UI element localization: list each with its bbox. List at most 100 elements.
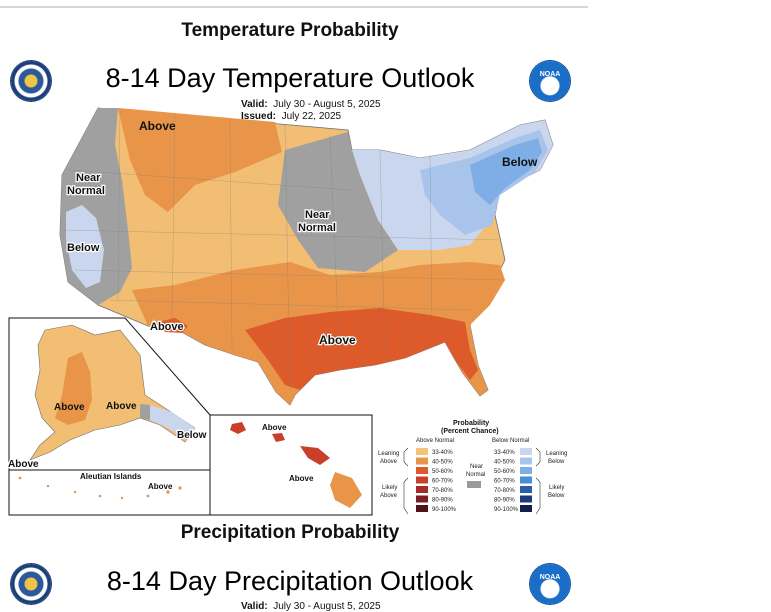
legend-above-bin-label: 70-80% xyxy=(432,488,453,494)
legend-above-head: Above Normal xyxy=(416,438,454,444)
region-above-north xyxy=(118,108,282,212)
legend-below-bin-label: 80-90% xyxy=(494,498,515,504)
doc-seal-icon xyxy=(11,61,51,101)
precipitation-map-title: 8-14 Day Precipitation Outlook xyxy=(106,566,474,596)
top-divider xyxy=(0,6,588,8)
label-below-west: Below xyxy=(67,242,100,254)
temperature-map-title: 8-14 Day Temperature Outlook xyxy=(105,63,475,93)
label-above-southwest: Above xyxy=(150,321,184,333)
legend-below-bin-label: 50-60% xyxy=(494,469,515,475)
label-hawaii-above-2: Above xyxy=(289,474,314,483)
legend-below-bin-swatch xyxy=(520,505,532,512)
legend-above-bin-swatch xyxy=(416,448,428,455)
noaa-logo-text-2: NOAA xyxy=(539,574,561,581)
aleutian-inset: Aleutian Islands Above xyxy=(8,469,211,516)
legend-below-bin-label: 90-100% xyxy=(494,507,519,513)
legend-leaning-above-1: Leaning xyxy=(378,451,399,457)
legend-title-2: (Percent Chance) xyxy=(441,428,499,435)
legend-likely-above-2: Above xyxy=(380,493,398,499)
label-alaska-above-2: Above xyxy=(106,401,137,412)
legend-below-bin-swatch xyxy=(520,476,532,484)
legend-below-swatches: 33-40% 40-50% 50-60% 60-70% 70-80% 80-90% 90-1… xyxy=(494,448,532,513)
region-below-west xyxy=(66,205,104,288)
legend-above-bin-label: 90-100% xyxy=(432,507,457,513)
label-below-northeast: Below xyxy=(502,155,538,169)
legend-above-bin-swatch xyxy=(416,476,428,484)
legend-below-bin-label: 70-80% xyxy=(494,488,515,494)
legend-above-bin-swatch xyxy=(416,467,428,474)
label-aleutian-above: Above xyxy=(148,482,173,491)
aleutian-islands xyxy=(18,476,182,500)
valid-value: July 30 - August 5, 2025 xyxy=(273,99,381,110)
label-near-normal-central-2: Normal xyxy=(298,222,336,234)
aleutian-inset-frame xyxy=(8,469,211,516)
label-near-normal-central-1: Near xyxy=(305,209,330,221)
legend-below-bin-swatch xyxy=(520,448,532,455)
legend-near-2: Normal xyxy=(466,472,485,478)
label-near-normal-west-2: Normal xyxy=(67,185,105,197)
legend-likely-below-1: Likely xyxy=(549,485,564,491)
legend-below-bin-swatch xyxy=(520,467,532,474)
legend-likely-below-2: Below xyxy=(548,493,565,499)
label-alaska-below: Below xyxy=(177,430,207,441)
legend-below-bin-label: 40-50% xyxy=(494,460,515,466)
doc-seal-icon-2 xyxy=(11,564,51,604)
precipitation-valid-line: Valid: July 30 - August 5, 2025 xyxy=(241,601,381,612)
legend-leaning-below-1: Leaning xyxy=(546,451,567,457)
label-aleutian-heading: Aleutian Islands xyxy=(80,472,142,481)
legend-below-brackets xyxy=(535,447,541,515)
legend-above-bin-swatch xyxy=(416,495,428,503)
section-heading-temperature: Temperature Probability xyxy=(181,20,399,41)
hawaii-big-island xyxy=(330,472,362,508)
temperature-issued-line: Issued: July 22, 2025 xyxy=(241,111,341,122)
legend-above-bin-label: 50-60% xyxy=(432,469,453,475)
alaska-above-strong xyxy=(55,352,92,425)
legend-title-1: Probability xyxy=(453,420,489,427)
noaa-logo-icon: NOAA xyxy=(530,61,570,101)
region-above-southwest-strong xyxy=(158,318,188,333)
legend-below-bin-swatch xyxy=(520,495,532,503)
legend-below-bin-label: 33-40% xyxy=(494,450,515,456)
section-heading-precipitation: Precipitation Probability xyxy=(180,522,400,543)
label-alaska-above-sw: Above xyxy=(8,459,39,470)
valid-label: Valid: xyxy=(241,99,268,110)
legend-near-1: Near xyxy=(470,464,483,470)
hawaii-oahu xyxy=(272,433,285,442)
legend-above-bin-label: 33-40% xyxy=(432,450,453,456)
label-alaska-above-1: Above xyxy=(54,402,85,413)
label-near-normal-west-1: Near xyxy=(76,172,101,184)
legend-leaning-above-2: Above xyxy=(380,459,398,465)
legend-likely-above-1: Likely xyxy=(382,485,397,491)
legend-above-bin-swatch xyxy=(416,457,428,465)
legend-above-bin-label: 40-50% xyxy=(432,460,453,466)
legend-above-swatches: 33-40% 40-50% 50-60% 60-70% 70-80% 80-90% 90-1… xyxy=(416,448,457,513)
temperature-valid-line: Valid: July 30 - August 5, 2025 xyxy=(241,99,381,110)
legend-below-bin-label: 60-70% xyxy=(494,479,515,485)
legend-above-bin-swatch xyxy=(416,486,428,493)
legend-below-bin-swatch xyxy=(520,457,532,465)
noaa-logo-text: NOAA xyxy=(539,71,561,78)
legend-above-brackets xyxy=(403,447,409,515)
legend-below-head: Below Normal xyxy=(492,438,529,444)
legend-leaning-below-2: Below xyxy=(548,459,565,465)
label-hawaii-above-1: Above xyxy=(262,423,287,432)
issued-label: Issued: xyxy=(241,111,277,122)
noaa-logo-icon-2: NOAA xyxy=(530,564,570,604)
valid-label-2: Valid: xyxy=(241,601,268,612)
probability-legend: Probability (Percent Chance) Above Norma… xyxy=(378,420,567,515)
alaska-near-normal-strip xyxy=(140,404,150,420)
hawaii-maui-molokai xyxy=(300,446,330,465)
issued-value: July 22, 2025 xyxy=(281,111,342,122)
alaska-below-panhandle xyxy=(150,405,195,440)
region-below-northeast-strong xyxy=(470,138,542,205)
legend-near-swatch xyxy=(467,481,481,488)
legend-above-bin-swatch xyxy=(416,505,428,512)
legend-above-bin-label: 80-90% xyxy=(432,498,453,504)
label-above-north: Above xyxy=(139,119,176,133)
hawaii-inset: Above Above xyxy=(209,414,373,516)
hawaii-kauai xyxy=(230,422,246,434)
label-above-south: Above xyxy=(319,333,356,347)
legend-below-bin-swatch xyxy=(520,486,532,493)
region-above-south-strong xyxy=(245,308,478,390)
